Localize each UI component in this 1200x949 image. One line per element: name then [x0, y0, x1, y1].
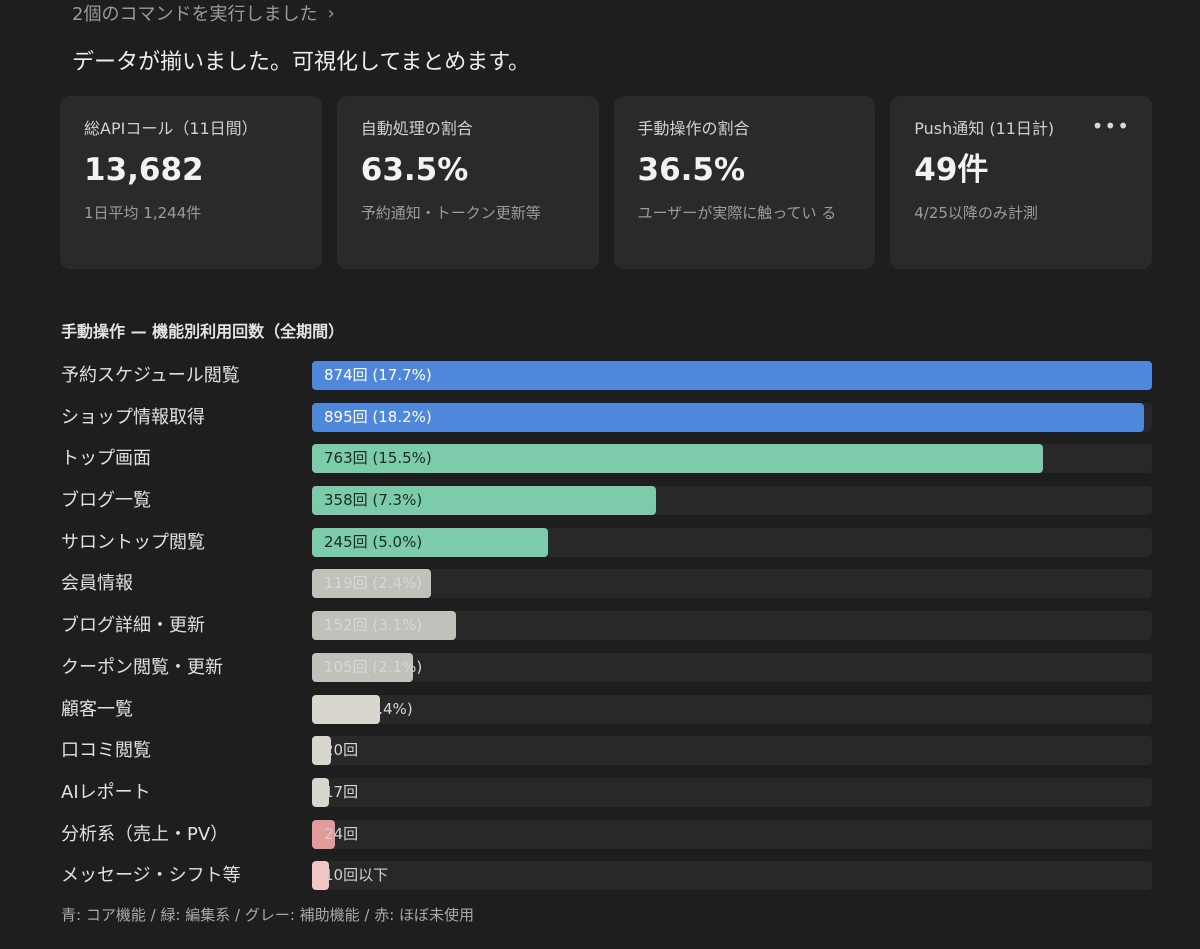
bar-value-label: 10回以下 [324, 866, 389, 885]
card-manual-ratio: 手動操作の割合 36.5% ユーザーが実際に触ってい る [613, 96, 876, 269]
bar-track: 20回 [312, 736, 1152, 766]
card-value: 36.5% [637, 152, 746, 188]
bar-track: 24回 [312, 819, 1152, 849]
bar-value-label: 105回 (2.1%) [324, 657, 423, 676]
bar-fill [312, 652, 413, 682]
card-value: 13,682 [84, 152, 204, 188]
bar-value-label: 152回 (3.1%) [324, 616, 423, 635]
bar-label: AIレポート [61, 781, 151, 803]
command-summary-toggle[interactable]: 2個のコマンドを実行しました › [72, 0, 335, 26]
card-value: 49件 [914, 152, 989, 188]
chart-title: 手動操作 — 機能別利用回数（全期間） [61, 322, 345, 341]
bar-fill [312, 527, 549, 557]
card-label: 自動処理の割合 [360, 119, 473, 138]
bar-fill [312, 736, 332, 766]
card-sub: ユーザーが実際に触ってい る [637, 204, 837, 222]
bar-track: 763回 (15.5%) [312, 444, 1152, 474]
bar-track: 119回 (2.4%) [312, 569, 1152, 599]
more-options-icon[interactable]: ••• [1091, 114, 1130, 138]
bar-value-label: 17回 [324, 782, 359, 801]
bar-value-label: 20回 [324, 741, 359, 760]
bar-fill [312, 777, 329, 807]
bar-fill [312, 569, 432, 599]
bar-fill [312, 361, 1152, 390]
metric-cards: 総APIコール（11日間） 13,682 1日平均 1,244件 自動処理の割合… [60, 96, 1152, 269]
bar-label: ブログ一覧 [61, 490, 151, 512]
bar-track: 874回 (17.7%) [312, 361, 1152, 390]
chevron-right-icon: › [327, 2, 335, 24]
bar-row: サロントップ閲覧 245回 (5.0%) [61, 527, 1152, 557]
bar-value-label: 70回 (1.4%) [324, 699, 413, 718]
bar-value-label: 119回 (2.4%) [324, 574, 423, 593]
bar-row: ショップ情報取得 895回 (18.2%) [61, 402, 1152, 432]
card-label: 手動操作の割合 [637, 119, 750, 138]
command-summary-text: 2個のコマンドを実行しました [72, 4, 318, 25]
bar-track: 895回 (18.2%) [312, 402, 1152, 432]
bar-row: AIレポート 17回 [61, 777, 1152, 807]
bar-label: 予約スケジュール閲覧 [61, 365, 240, 386]
bar-fill [312, 611, 456, 641]
bar-label: トップ画面 [61, 448, 151, 470]
bar-fill [312, 402, 1144, 432]
card-value: 63.5% [360, 152, 469, 188]
bar-row: 分析系（売上・PV） 24回 [61, 819, 1152, 849]
card-push-notifications: Push通知 (11日計) 49件 4/25以降のみ計測 ••• [890, 96, 1152, 269]
card-sub: 1日平均 1,244件 [84, 204, 202, 222]
bar-track: 245回 (5.0%) [312, 527, 1152, 557]
chart-legend: 青: コア機能 / 緑: 編集系 / グレー: 補助機能 / 赤: ほぼ未使用 [61, 906, 475, 924]
bar-label: 分析系（売上・PV） [61, 823, 229, 845]
intro-message: データが揃いました。可視化してまとめます。 [72, 50, 531, 75]
bar-label: 顧客一覧 [61, 698, 133, 720]
bar-track: 152回 (3.1%) [312, 611, 1152, 641]
bar-label: ショップ情報取得 [61, 406, 205, 428]
bar-value-label: 895回 (18.2%) [324, 407, 432, 426]
bar-row: メッセージ・シフト等 10回以下 [61, 861, 1152, 891]
bar-track: 10回以下 [312, 861, 1152, 891]
bar-row: クーポン閲覧・更新 105回 (2.1%) [61, 652, 1152, 682]
bar-fill [312, 694, 381, 724]
bar-fill [312, 819, 335, 849]
bar-label: ブログ詳細・更新 [61, 615, 205, 637]
bar-row: 会員情報 119回 (2.4%) [61, 569, 1152, 599]
card-label: 総APIコール（11日間） [84, 119, 258, 138]
bar-fill [312, 861, 329, 891]
bar-value-label: 874回 (17.7%) [324, 366, 432, 384]
card-label: Push通知 (11日計) [914, 119, 1055, 138]
card-auto-ratio: 自動処理の割合 63.5% 予約通知・トークン更新等 [336, 96, 599, 269]
bar-label: サロントップ閲覧 [61, 531, 205, 553]
bar-label: 口コミ閲覧 [61, 740, 151, 762]
bar-fill [312, 486, 657, 516]
bar-chart: 予約スケジュール閲覧 874回 (17.7%) ショップ情報取得 895回 (18.2… [61, 361, 1152, 903]
bar-row: 顧客一覧 70回 (1.4%) [61, 694, 1152, 724]
bar-track: 358回 (7.3%) [312, 486, 1152, 516]
bar-track: 70回 (1.4%) [312, 694, 1152, 724]
bar-row: ブログ一覧 358回 (7.3%) [61, 486, 1152, 516]
bar-row: トップ画面 763回 (15.5%) [61, 444, 1152, 474]
bar-fill [312, 444, 1043, 474]
bar-value-label: 24回 [324, 824, 359, 843]
bar-value-label: 358回 (7.3%) [324, 491, 423, 510]
bar-track: 17回 [312, 777, 1152, 807]
bar-row: 予約スケジュール閲覧 874回 (17.7%) [61, 361, 1152, 390]
bar-row: ブログ詳細・更新 152回 (3.1%) [61, 611, 1152, 641]
bar-label: メッセージ・シフト等 [61, 865, 241, 887]
bar-row: 口コミ閲覧 20回 [61, 736, 1152, 766]
bar-value-label: 763回 (15.5%) [324, 449, 432, 468]
card-total-api-calls: 総APIコール（11日間） 13,682 1日平均 1,244件 [60, 96, 322, 269]
card-sub: 4/25以降のみ計測 [914, 204, 1038, 222]
bar-label: クーポン閲覧・更新 [61, 656, 223, 678]
card-sub: 予約通知・トークン更新等 [360, 204, 541, 222]
bar-track: 105回 (2.1%) [312, 652, 1152, 682]
bar-label: 会員情報 [61, 573, 133, 595]
bar-value-label: 245回 (5.0%) [324, 532, 423, 551]
